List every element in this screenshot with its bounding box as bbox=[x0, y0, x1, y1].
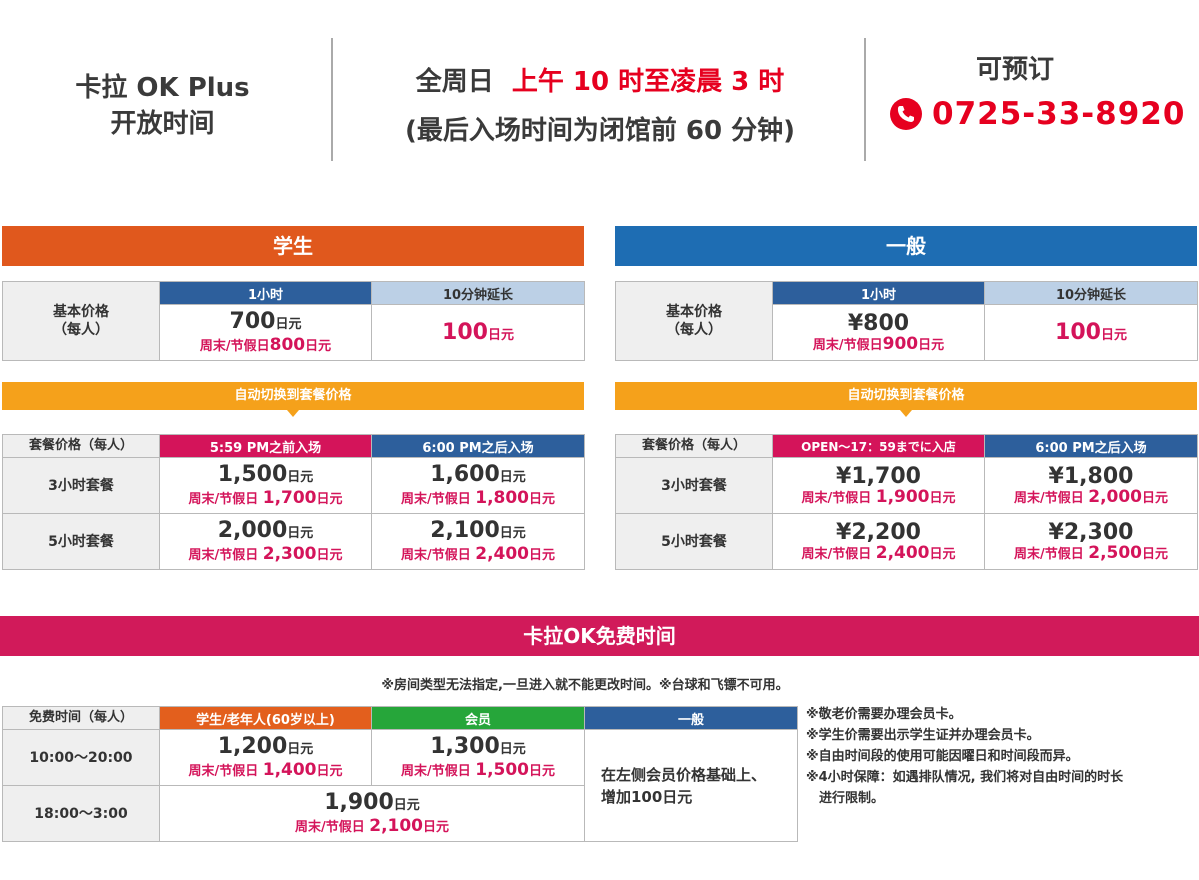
basic-price-label: 基本价格 （每人） bbox=[615, 281, 773, 361]
col-before-559: 5:59 PM之前入场 bbox=[159, 434, 372, 458]
side-note: ※学生价需要出示学生证并办理会员卡。 bbox=[806, 728, 1040, 743]
col-general: 一般 bbox=[584, 706, 798, 730]
col-1-hour: 1小时 bbox=[772, 281, 985, 305]
student-basic-table: 基本价格 （每人） 1小时 10分钟延长 700日元 周末/节假日800日元 10… bbox=[2, 281, 585, 361]
divider bbox=[331, 38, 333, 161]
divider bbox=[864, 38, 866, 161]
extension-price-cell: 100日元 bbox=[371, 304, 585, 361]
table-row: 3小时套餐 ¥1,700 周末/节假日 1,900日元 ¥1,800 周末/节假… bbox=[615, 457, 1198, 514]
open-hours: 上午 10 时至凌晨 3 时 bbox=[511, 67, 785, 97]
row-label: 3小时套餐 bbox=[615, 457, 773, 514]
table-row: 18:00～3:00 1,900日元 周末/节假日 2,100日元 bbox=[2, 785, 798, 842]
table-row: 5小时套餐 ¥2,200 周末/节假日 2,400日元 ¥2,300 周末/节假… bbox=[615, 513, 1198, 570]
student-banner: 学生 bbox=[2, 226, 584, 266]
phone-text: 0725-33-8920 bbox=[932, 96, 1186, 132]
hours-title: 卡拉 OK Plus 开放时间 bbox=[60, 70, 265, 142]
package-label: 套餐价格（每人） bbox=[2, 434, 160, 458]
general-banner: 一般 bbox=[615, 226, 1197, 266]
package-label: 套餐价格（每人） bbox=[615, 434, 773, 458]
student-package-table: 套餐价格（每人） 5:59 PM之前入场 6:00 PM之后入场 3小时套餐 1… bbox=[2, 434, 585, 570]
col-student-senior: 学生/老年人(60岁以上) bbox=[159, 706, 372, 730]
col-after-600: 6:00 PM之后入场 bbox=[984, 434, 1198, 458]
last-entry: (最后入场时间为闭馆前 60 分钟) bbox=[404, 116, 796, 146]
col-after-600: 6:00 PM之后入场 bbox=[371, 434, 585, 458]
free-time-note: ※房间类型无法指定,一旦进入就不能更改时间。※台球和飞镖不可用。 bbox=[381, 678, 789, 693]
basic-price-label: 基本价格 （每人） bbox=[2, 281, 160, 361]
row-label: 18:00～3:00 bbox=[2, 785, 160, 842]
general-switch-banner: 自动切换到套餐价格 bbox=[615, 382, 1197, 410]
phone-number[interactable]: 0725-33-8920 bbox=[890, 96, 1185, 132]
side-note: ※敬老价需要办理会员卡。 bbox=[806, 707, 962, 722]
row-label: 10:00～20:00 bbox=[2, 729, 160, 786]
switch-arrow bbox=[900, 410, 912, 417]
general-basic-table: 基本价格 （每人） 1小时 10分钟延长 ¥800 周末/节假日900日元 100… bbox=[615, 281, 1198, 361]
student-switch-banner: 自动切换到套餐价格 bbox=[2, 382, 584, 410]
row-label: 3小时套餐 bbox=[2, 457, 160, 514]
table-row: 10:00～20:00 1,200日元 周末/节假日 1,400日元 1,300… bbox=[2, 729, 798, 842]
hours-title-line2: 开放时间 bbox=[110, 109, 215, 139]
side-notes: ※敬老价需要办理会员卡。 ※学生价需要出示学生证并办理会员卡。 ※自由时间段的使… bbox=[806, 704, 1196, 809]
col-member: 会员 bbox=[371, 706, 585, 730]
side-note: ※4小时保障：如遇排队情况, 我们将对自由时间的时长 bbox=[806, 770, 1124, 785]
extension-price-cell: 100日元 bbox=[984, 304, 1198, 361]
col-10min-extension: 10分钟延长 bbox=[984, 281, 1198, 305]
row-label: 5小时套餐 bbox=[2, 513, 160, 570]
general-price-note: 在左侧会员价格基础上、 增加100日元 bbox=[584, 729, 798, 842]
base-price-cell: ¥800 周末/节假日900日元 bbox=[772, 304, 985, 361]
free-time-label: 免费时间（每人） bbox=[2, 706, 160, 730]
free-time-banner: 卡拉OK免费时间 bbox=[0, 616, 1199, 656]
row-label: 5小时套餐 bbox=[615, 513, 773, 570]
col-10min-extension: 10分钟延长 bbox=[371, 281, 585, 305]
hours-title-line1: 卡拉 OK Plus bbox=[75, 73, 250, 103]
table-row: 5小时套餐 2,000日元 周末/节假日 2,300日元 2,100日元 周末/… bbox=[2, 513, 585, 570]
side-note: ※自由时间段的使用可能因曜日和时间段而异。 bbox=[806, 749, 1079, 764]
free-time-table: 免费时间（每人） 学生/老年人(60岁以上) 会员 一般 10:00～20:00… bbox=[2, 706, 798, 842]
general-package-table: 套餐价格（每人） OPEN～17：59までに入店 6:00 PM之后入场 3小时… bbox=[615, 434, 1198, 570]
open-days: 全周日 bbox=[415, 67, 494, 97]
opening-hours: 全周日 上午 10 时至凌晨 3 时 (最后入场时间为闭馆前 60 分钟) bbox=[350, 64, 850, 149]
switch-arrow bbox=[287, 410, 299, 417]
phone-icon bbox=[890, 98, 922, 130]
side-note: 进行限制。 bbox=[806, 791, 885, 806]
base-price-cell: 700日元 周末/节假日800日元 bbox=[159, 304, 372, 361]
table-row: 3小时套餐 1,500日元 周末/节假日 1,700日元 1,600日元 周末/… bbox=[2, 457, 585, 514]
col-1-hour: 1小时 bbox=[159, 281, 372, 305]
col-open-1759: OPEN～17：59までに入店 bbox=[772, 434, 985, 458]
reservation-label: 可预订 bbox=[975, 55, 1054, 85]
